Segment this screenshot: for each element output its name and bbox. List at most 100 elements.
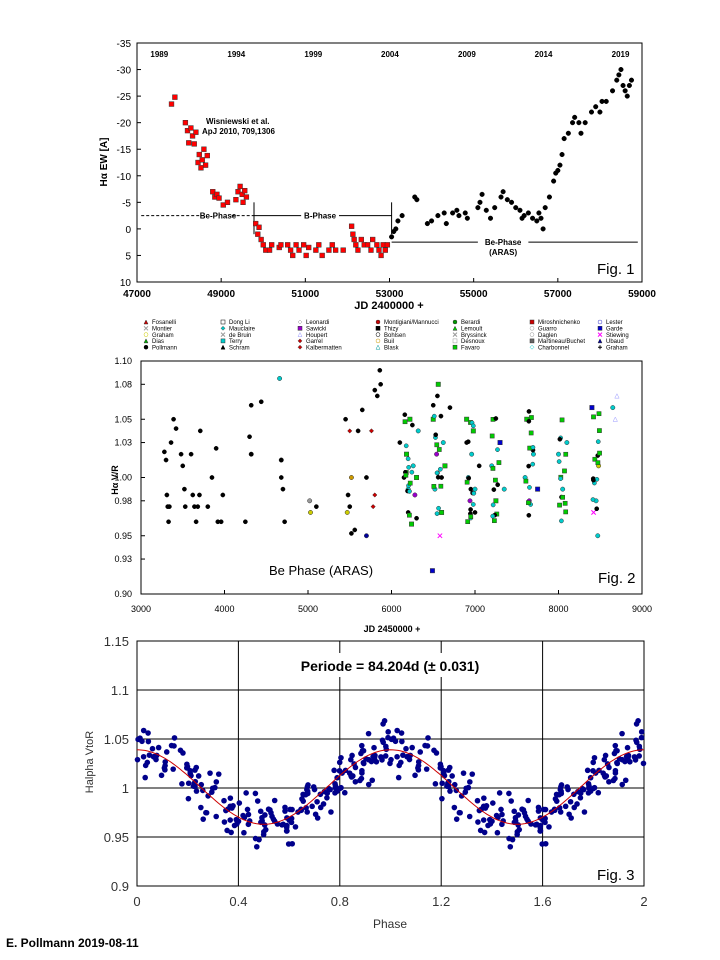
fig2-data-point xyxy=(407,489,412,494)
fig1-data-point xyxy=(303,252,309,259)
fig3-data-point xyxy=(496,790,503,796)
fig3-data-point xyxy=(498,806,504,813)
fig2-data-point xyxy=(282,519,287,525)
fig3-data-point xyxy=(338,754,344,761)
fig1-data-point xyxy=(313,247,319,253)
fig3-data-point xyxy=(415,765,421,771)
fig3-data-point xyxy=(396,762,402,769)
fig2-data-point xyxy=(180,463,186,469)
fig2-legend-marker xyxy=(297,326,303,331)
fig1-y-tick-label: -5 xyxy=(122,198,131,209)
fig1-data-point xyxy=(559,151,565,158)
fig1-data-point xyxy=(216,195,222,201)
fig3-data-point xyxy=(537,822,544,829)
fig1-data-point xyxy=(530,215,536,221)
fig3-data-point xyxy=(292,824,299,830)
fig3-data-point xyxy=(453,816,460,822)
fig3-data-point xyxy=(585,790,592,796)
fig3-data-point xyxy=(433,750,440,756)
fig3-data-point xyxy=(508,798,515,804)
fig3-data-point xyxy=(314,815,321,821)
fig2-legend-label: Houpert xyxy=(306,333,328,339)
fig3-data-point xyxy=(207,770,213,776)
fig1-data-point xyxy=(628,77,635,83)
fig3-data-point xyxy=(145,730,151,736)
fig2-legend-label: Daglen xyxy=(538,333,557,339)
fig1-data-point xyxy=(168,101,175,107)
fig1-data-point xyxy=(450,210,456,216)
fig2-legend-label: Schram xyxy=(229,345,250,351)
fig2-data-point xyxy=(472,486,478,492)
fig2-data-point xyxy=(563,509,569,515)
fig3-data-point xyxy=(537,828,543,834)
fig1-data-point xyxy=(382,247,388,253)
fig2-data-point xyxy=(412,492,418,498)
fig3-data-point xyxy=(406,756,413,763)
fig1-data-point xyxy=(240,199,246,205)
fig3-data-point xyxy=(624,744,631,751)
fig2-legend-label: Desnoux xyxy=(461,339,485,345)
fig1-data-point xyxy=(620,82,626,89)
fig2-data-point xyxy=(591,414,596,420)
fig2-data-point xyxy=(476,463,482,469)
fig1-points xyxy=(168,67,635,259)
fig1-data-point xyxy=(603,98,609,104)
fig2-data-point xyxy=(402,419,408,425)
fig1-data-point xyxy=(500,189,506,195)
fig2-data-point xyxy=(563,451,569,457)
fig3-data-point xyxy=(383,743,389,750)
fig3-data-point xyxy=(371,744,377,751)
fig2-data-point xyxy=(403,443,409,449)
fig3-data-point xyxy=(198,804,204,811)
fig2-data-point xyxy=(440,440,446,445)
fig1-y-tick-label: 0 xyxy=(125,225,131,236)
fig3-data-point xyxy=(494,829,501,836)
fig1-data-point xyxy=(204,152,210,159)
fig1-data-point xyxy=(570,120,576,126)
fig3-data-point xyxy=(423,766,430,772)
fig3-data-point xyxy=(638,734,645,741)
fig1-data-point xyxy=(513,205,519,211)
fig1-data-point xyxy=(319,252,325,259)
fig3-data-point xyxy=(245,821,252,828)
fig3-title: Periode = 84.204d (± 0.031) xyxy=(301,658,480,674)
fig2-y-tick-label: 1.10 xyxy=(114,356,132,366)
fig1-data-point xyxy=(182,120,189,126)
fig2-legend-marker xyxy=(597,326,603,331)
fig3-data-point xyxy=(475,819,481,825)
fig3-data-point xyxy=(542,815,548,822)
fig1-data-point xyxy=(195,159,201,166)
fig2-data-point xyxy=(347,504,353,509)
fig3-data-point xyxy=(359,747,366,754)
fig1-y-tick-label: -20 xyxy=(117,119,132,130)
fig1-y-tick-label: 10 xyxy=(120,278,132,289)
fig1-year-label: 2014 xyxy=(535,50,553,59)
fig3-data-point xyxy=(516,826,523,833)
fig3-data-point xyxy=(638,729,645,735)
fig1-data-point xyxy=(521,213,527,219)
fig2-data-point xyxy=(409,469,415,475)
fig2-legend-label: Buil xyxy=(384,339,394,345)
fig3-data-point xyxy=(577,795,584,801)
fig2-data-point xyxy=(307,498,313,504)
fig3-data-point xyxy=(365,781,372,788)
fig1-data-point xyxy=(597,109,603,115)
fig3-x-tick-label: 2 xyxy=(640,894,647,909)
fig1-data-point xyxy=(242,187,248,194)
fig3-data-point xyxy=(145,738,152,745)
fig2-legend-label: Stiewing xyxy=(606,333,629,339)
fig2-legend-label: Charbonnel xyxy=(538,345,569,351)
fig2-data-point xyxy=(612,416,618,422)
fig2-data-point xyxy=(471,490,477,496)
fig2-data-point xyxy=(397,440,403,445)
fig1-y-tick-label: 5 xyxy=(125,251,131,262)
fig2-data-point xyxy=(531,451,536,457)
fig2-legend-label: Favaro xyxy=(461,345,480,351)
fig3-data-point xyxy=(380,721,386,727)
fig2-legend-marker xyxy=(452,338,458,344)
fig2-data-point xyxy=(410,422,415,428)
fig2-data-point xyxy=(467,498,473,504)
fig3-data-point xyxy=(424,743,431,749)
fig1-y-ticks: -35 -30 -25 -20 -15 -10 -5 0 5 10 xyxy=(117,39,141,289)
fig1-data-point xyxy=(293,242,299,248)
